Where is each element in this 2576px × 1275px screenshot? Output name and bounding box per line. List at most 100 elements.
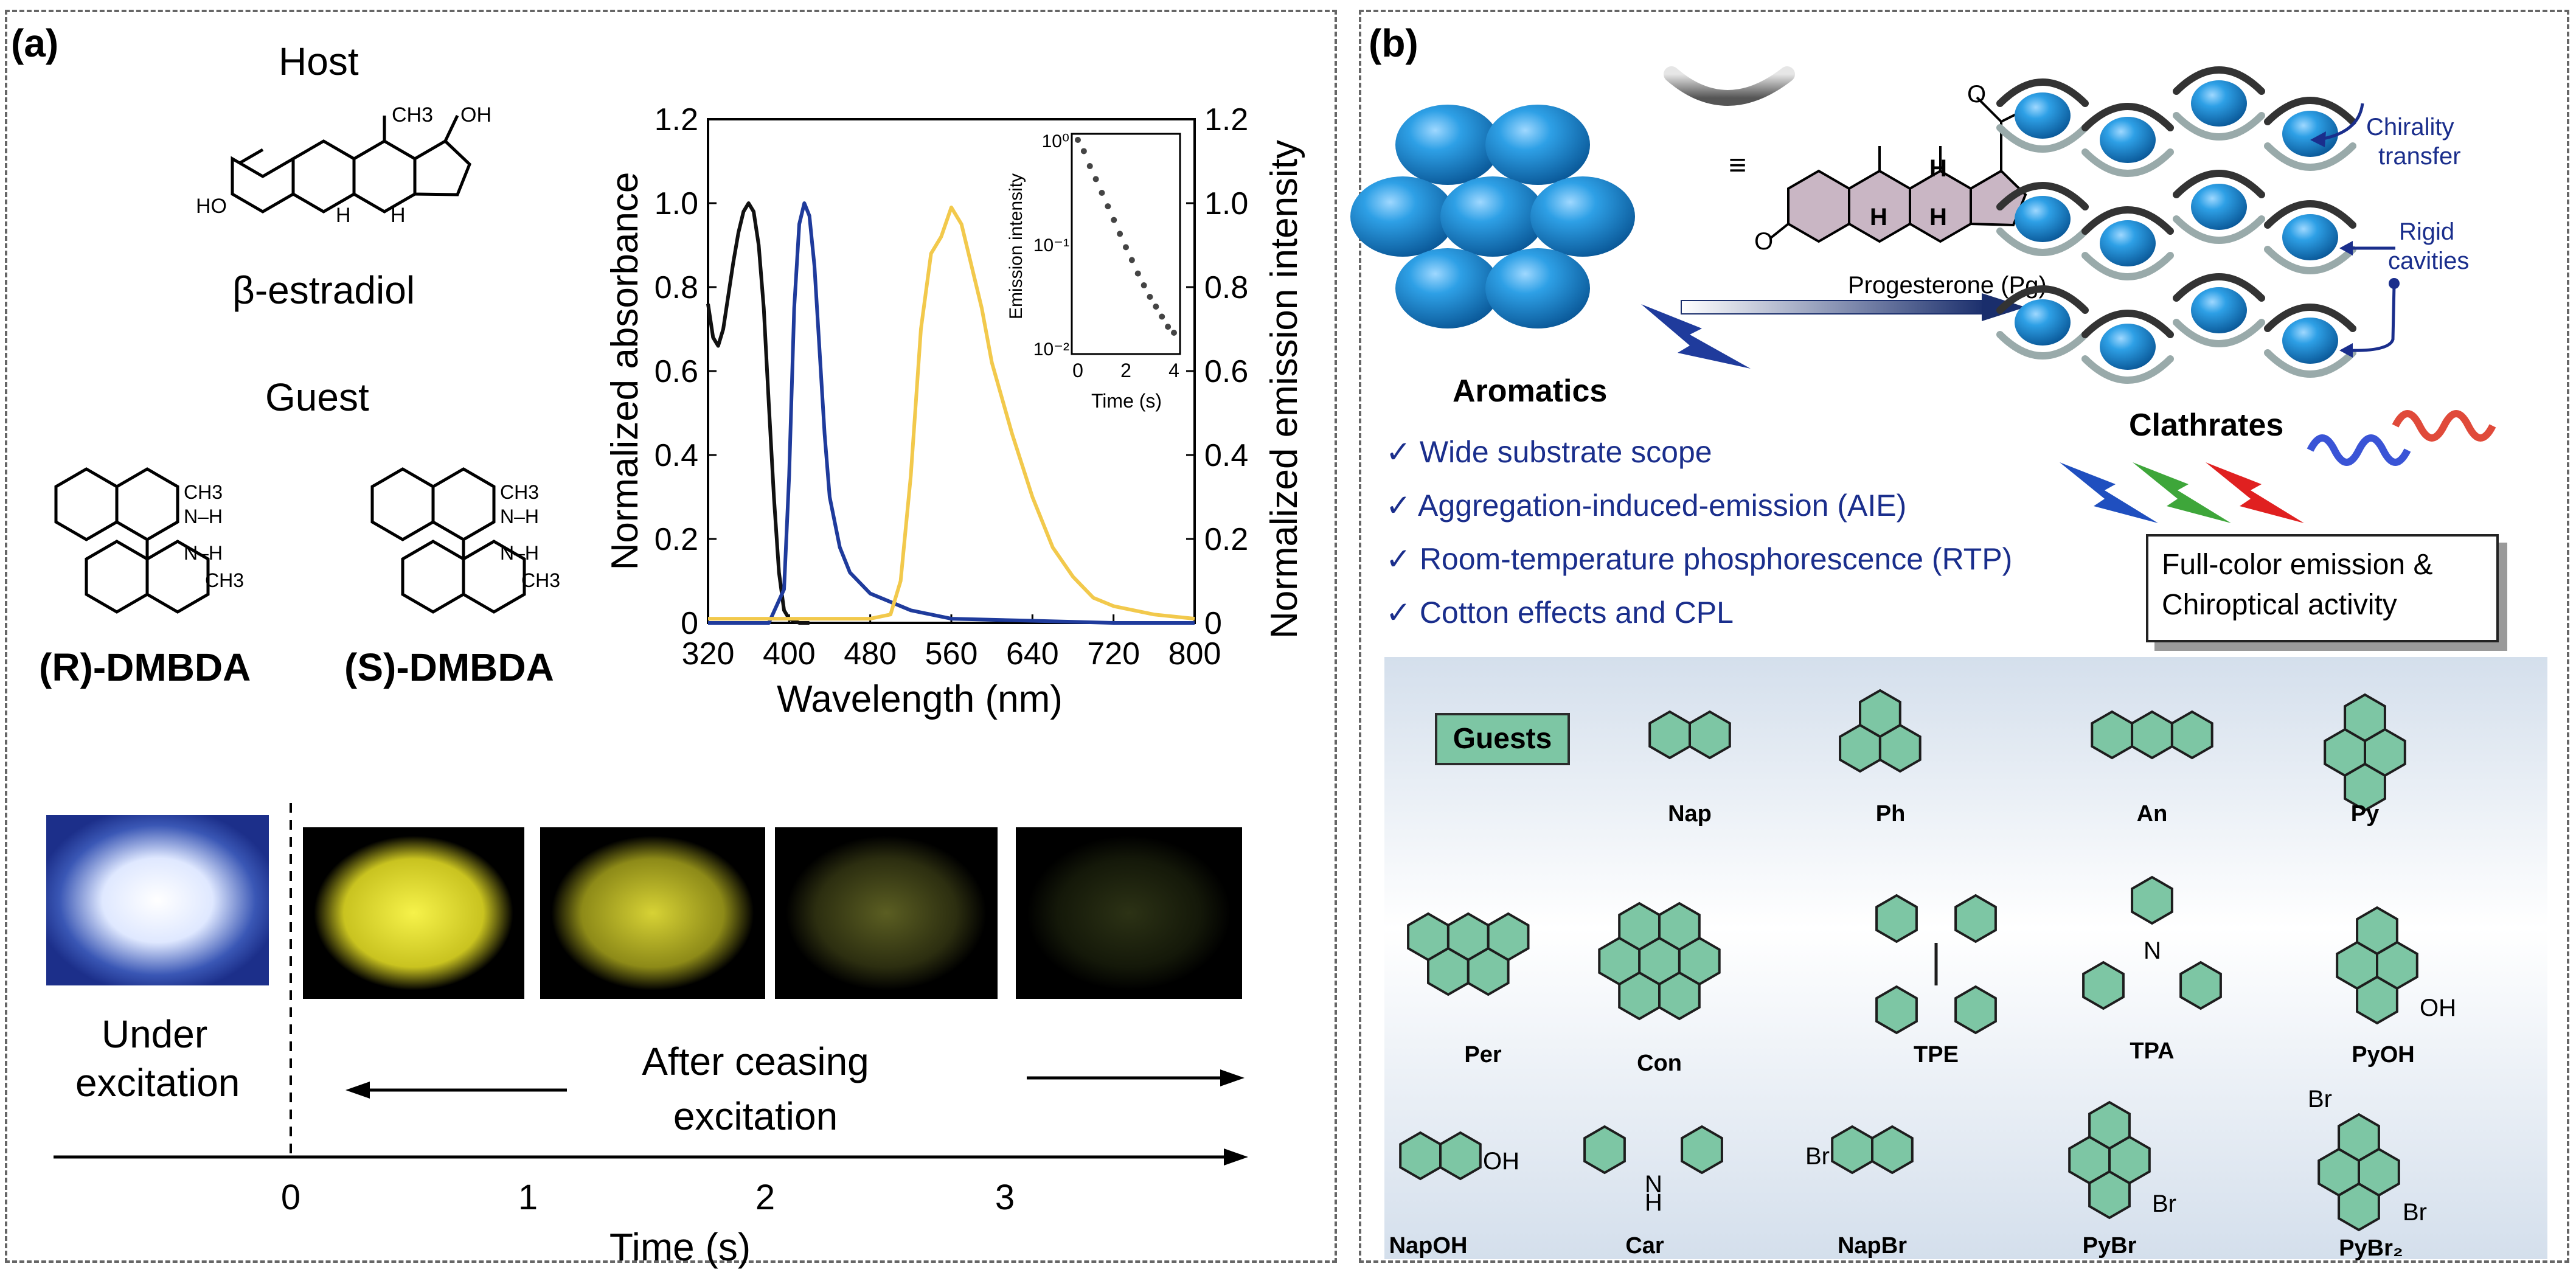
aromatics-label: Aromatics <box>1453 373 1607 409</box>
inset-point <box>1128 257 1135 263</box>
check-icon: ✓ <box>1386 596 1411 630</box>
guest-label: An <box>2137 801 2168 827</box>
con-ring <box>1658 971 1701 1021</box>
estradiol-ch3: CH3 <box>392 103 433 127</box>
aromatics-spheres <box>1350 105 1635 328</box>
inset-point <box>1080 148 1087 155</box>
guest-label: Nap <box>1668 801 1712 827</box>
feature-4: ✓ Cotton effects and CPL <box>1386 595 1734 630</box>
pg-h3: H <box>1870 204 1887 231</box>
tpe-ring <box>1875 894 1918 943</box>
inset-point <box>1105 203 1111 210</box>
pg-h2: H <box>1929 204 1947 231</box>
inset-point <box>1140 282 1147 289</box>
guest-label: PyBr <box>2083 1233 2137 1259</box>
clathrates-grid <box>1996 66 2356 384</box>
time-axis <box>54 1148 1248 1166</box>
equiv-sign: ≡ <box>1729 148 1746 182</box>
host-arc-top <box>2264 304 2356 332</box>
rigid-label-2: cavities <box>2388 248 2469 274</box>
series-line-2 <box>708 205 1195 621</box>
host-arc-bottom <box>2264 142 2356 171</box>
guest-label: TPA <box>2130 1038 2174 1064</box>
clathrate-guest <box>2282 214 2338 260</box>
an-ring <box>2170 710 2213 760</box>
inset-point <box>1165 324 1172 330</box>
inset-point <box>1092 176 1099 182</box>
host-arc-top <box>1996 78 2089 107</box>
host-arc-bottom <box>2173 319 2265 347</box>
time-tick-2: 2 <box>755 1178 775 1217</box>
substituent-label: Br <box>1805 1143 1830 1170</box>
substituent-label: H <box>1645 1189 1662 1216</box>
inset-point <box>1171 330 1177 336</box>
panel-a-label: (a) <box>11 21 59 65</box>
y-tick-label: 0.4 <box>654 438 698 473</box>
clathrate-guest <box>2015 196 2071 242</box>
check-icon: ✓ <box>1386 542 1411 576</box>
y-tick-label-right: 0.2 <box>1204 522 1248 557</box>
inset-point <box>1086 163 1093 170</box>
time-tick-0: 0 <box>281 1178 300 1217</box>
napoh-ring <box>1439 1131 1482 1181</box>
inset-y-tick: 10⁻² <box>1033 339 1069 360</box>
chart-ylabel-right: Normalized emission intensity <box>1263 140 1305 639</box>
estradiol-h1: H <box>336 204 351 227</box>
dmbda-structures: CH3 N–H N–H CH3 CH3 N–H N–H CH3 <box>54 467 560 614</box>
clathrate-guest <box>2100 117 2156 163</box>
tpa-ring <box>2082 961 2125 1010</box>
inset-point <box>1099 189 1105 196</box>
clathrate-guest <box>2191 287 2247 333</box>
check-icon: ✓ <box>1386 435 1411 469</box>
y-tick-label-right: 0.8 <box>1204 270 1248 305</box>
tpe-ring <box>1875 985 1918 1035</box>
guest-label: PyBr₂ <box>2339 1235 2403 1261</box>
substituent-label: N <box>2144 937 2161 964</box>
photo-t1 <box>540 827 765 999</box>
pg-h1: H <box>1929 155 1947 182</box>
right-arrow <box>1027 1069 1245 1086</box>
full-color-line-1: Full-color emission & <box>2162 549 2433 581</box>
x-tick-label: 800 <box>1168 636 1221 672</box>
host-arc-top <box>2264 200 2356 229</box>
inset-point <box>1075 137 1081 143</box>
guests-title: Guests <box>1435 713 1570 765</box>
y-tick-label-right: 0.6 <box>1204 354 1248 389</box>
feature-1-text: Wide substrate scope <box>1419 435 1712 469</box>
inset-x-tick: 2 <box>1120 360 1131 381</box>
estradiol-ho: HO <box>196 195 227 218</box>
check-icon: ✓ <box>1386 488 1411 523</box>
y-tick-label: 0.2 <box>654 522 698 557</box>
substituent-label: N <box>1645 1171 1662 1198</box>
tpa-ring <box>2131 875 2173 925</box>
host-arc-bottom <box>1996 124 2089 153</box>
host-arc-bottom <box>2081 252 2174 280</box>
aromatics-lightning <box>1641 304 1751 369</box>
r-nh-bottom: N–H <box>184 542 223 564</box>
guest-title: Guest <box>265 375 369 419</box>
timeline: 0 1 2 3 Time (s) <box>54 803 1248 1269</box>
substituent-label: Br <box>2152 1190 2176 1217</box>
substituent-label: OH <box>1483 1148 1519 1175</box>
an-ring <box>2131 710 2173 760</box>
chirality-label-2: transfer <box>2378 143 2461 170</box>
feature-3: ✓ Room-temperature phosphorescence (RTP) <box>1386 541 2012 577</box>
clathrate-guest <box>2100 220 2156 266</box>
guest-label: NapOH <box>1389 1233 1468 1259</box>
rigid-label-1: Rigid <box>2399 218 2454 245</box>
y-tick-label: 0.8 <box>654 270 698 305</box>
pyoh-ring <box>2356 975 2398 1025</box>
host-arc-top <box>2173 66 2265 95</box>
guest-label: PyOH <box>2352 1042 2414 1068</box>
tpa-ring <box>2179 961 2222 1010</box>
guest-label: TPE <box>1914 1042 1959 1068</box>
host-arc-icon <box>1664 66 1795 106</box>
caption-under-excitation: Under excitation <box>75 1012 240 1105</box>
napbr-ring <box>1871 1125 1914 1175</box>
progesterone-label: Progesterone (Pg) <box>1848 272 2047 299</box>
scheme-top: ≡ O O H H H Progesterone (Pg) Chirality … <box>1350 66 2496 523</box>
estradiol-oh: OH <box>460 103 491 127</box>
host-arc-bottom <box>1996 228 2089 256</box>
guest-label: Con <box>1637 1051 1682 1076</box>
